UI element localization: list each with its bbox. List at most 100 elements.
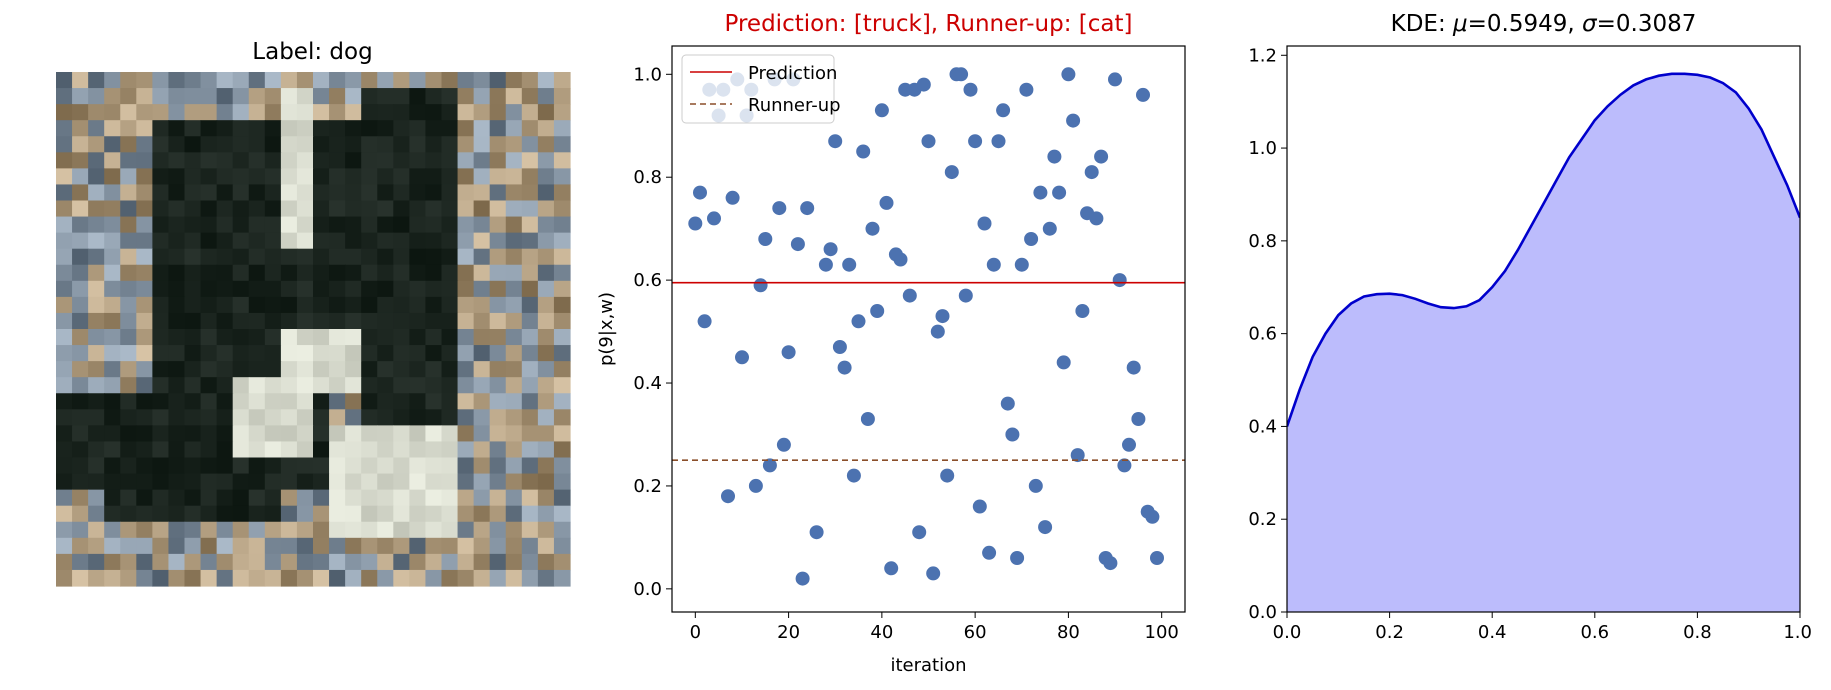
y-tick-label: 0.0: [1248, 602, 1277, 623]
kde-title: KDE: μ=0.5949, σ=0.3087: [1391, 11, 1697, 37]
x-tick-label: 20: [777, 622, 800, 643]
kde-plot-area: [1287, 72, 1800, 612]
legend-prediction-label: Prediction: [748, 63, 837, 84]
scatter-point: [879, 195, 894, 210]
scatter-point: [982, 545, 997, 560]
scatter-point: [851, 314, 866, 329]
scatter-point: [912, 525, 927, 540]
scatter-point: [758, 232, 773, 246]
scatter-point: [1028, 478, 1043, 493]
scatter-point: [1066, 113, 1081, 128]
scatter-point: [1094, 149, 1109, 164]
scatter-point: [1014, 257, 1029, 272]
scatter-point: [1084, 165, 1099, 180]
scatter-point: [1150, 551, 1164, 565]
y-tick-label: 0.8: [1248, 231, 1277, 252]
scatter-point: [721, 489, 735, 504]
kde-x-ticks: 0.0 0.2 0.4 0.6 0.8 1.0: [1273, 612, 1812, 643]
x-tick-label: 0.6: [1580, 622, 1609, 643]
scatter-point: [772, 201, 787, 216]
scatter-point: [865, 221, 880, 236]
scatter-point: [1019, 82, 1034, 97]
scatter-point: [986, 257, 1001, 272]
scatter-point: [991, 134, 1006, 149]
scatter-point: [1061, 67, 1076, 82]
y-tick-label: 1.0: [633, 64, 662, 85]
scatter-point: [963, 82, 978, 97]
y-tick-label: 1.0: [1248, 138, 1277, 159]
scatter-point: [1024, 232, 1039, 246]
scatter-point: [842, 257, 857, 272]
scatter-point: [697, 314, 712, 329]
scatter-point: [856, 144, 871, 159]
x-tick-label: 80: [1057, 622, 1080, 643]
scatter-x-label: iteration: [890, 655, 966, 676]
scatter-axes-frame: [671, 45, 1186, 613]
image-panel: Label: dog: [56, 39, 571, 587]
scatter-point: [1108, 72, 1122, 87]
scatter-point: [996, 103, 1011, 118]
scatter-point: [1010, 551, 1025, 565]
dog-image: [56, 72, 571, 587]
x-tick-label: 0.8: [1683, 622, 1712, 643]
scatter-point: [693, 185, 707, 200]
scatter-point: [1136, 87, 1150, 102]
y-tick-label: 0.8: [633, 167, 662, 188]
scatter-point: [1047, 149, 1062, 164]
scatter-point: [818, 257, 833, 272]
scatter-point: [1103, 556, 1118, 571]
scatter-point: [860, 412, 875, 426]
scatter-point: [795, 571, 810, 586]
x-tick-label: 100: [1145, 622, 1179, 643]
scatter-point: [725, 190, 740, 205]
scatter-point: [800, 201, 815, 216]
scatter-point: [828, 134, 843, 149]
scatter-y-ticks: 0.0 0.2 0.4 0.6 0.8 1.0: [633, 64, 672, 600]
x-tick-label: 0: [690, 622, 701, 643]
x-tick-label: 0.0: [1273, 622, 1302, 643]
scatter-point: [1005, 427, 1020, 442]
scatter-point: [1145, 509, 1160, 524]
scatter-point: [893, 252, 908, 267]
scatter-point: [935, 309, 950, 324]
scatter-point: [926, 566, 941, 581]
scatter-y-label: p(9|x,w): [596, 292, 617, 366]
scatter-point: [977, 216, 992, 231]
kde-y-ticks: 0.0 0.2 0.4 0.6 0.8 1.0 1.2: [1248, 45, 1287, 623]
scatter-point: [1070, 448, 1085, 463]
y-tick-label: 0.2: [633, 476, 662, 497]
x-tick-label: 0.2: [1375, 622, 1404, 643]
x-tick-label: 1.0: [1783, 622, 1812, 643]
scatter-point: [870, 304, 885, 318]
scatter-point: [1038, 520, 1053, 535]
kde-axes-frame: [1286, 45, 1801, 613]
scatter-point: [1112, 273, 1127, 288]
x-tick-label: 0.4: [1478, 622, 1507, 643]
scatter-point: [832, 340, 847, 354]
scatter-point: [762, 458, 777, 473]
x-tick-label: 60: [964, 622, 987, 643]
scatter-point: [735, 350, 749, 365]
scatter-point: [1122, 437, 1136, 452]
scatter-point: [790, 237, 805, 252]
scatter-point: [930, 324, 945, 339]
y-tick-label: 0.2: [1248, 509, 1277, 530]
scatter-points: [688, 67, 1164, 586]
scatter-x-ticks: 0 20 40 60 80 100: [690, 612, 1179, 643]
scatter-point: [776, 437, 791, 452]
kde-curve: [1287, 72, 1800, 427]
scatter-point: [1033, 185, 1048, 200]
scatter-point: [944, 165, 959, 180]
scatter-point: [707, 211, 721, 226]
scatter-point: [753, 278, 768, 293]
kde-area-fill: [1287, 73, 1800, 612]
scatter-point: [1131, 412, 1146, 426]
scatter-point: [1117, 458, 1132, 473]
scatter-point: [921, 134, 936, 149]
legend-runnerup-label: Runner-up: [748, 95, 841, 116]
scatter-point: [1056, 355, 1071, 370]
scatter-title: Prediction: [truck], Runner-up: [cat]: [725, 11, 1133, 37]
y-tick-label: 0.6: [633, 270, 662, 291]
scatter-point: [1000, 396, 1015, 411]
